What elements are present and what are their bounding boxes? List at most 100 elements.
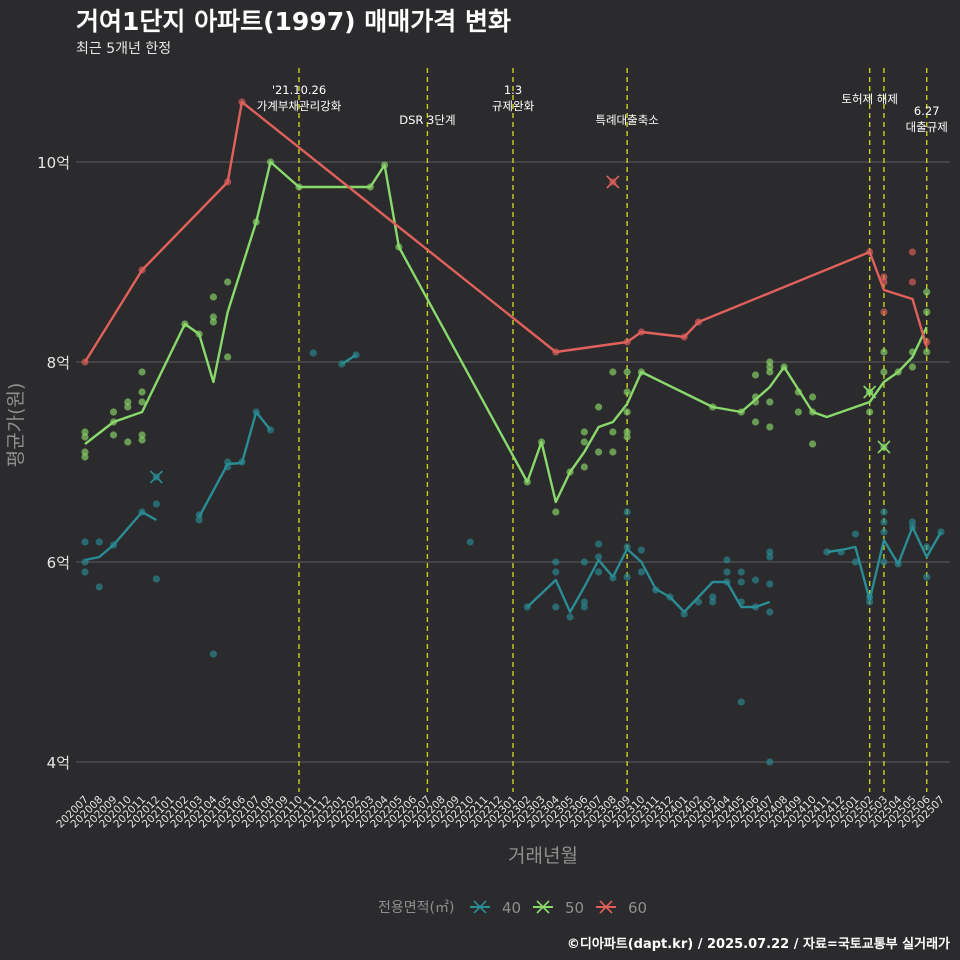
data-point-40	[923, 573, 931, 581]
cancelled-cross	[606, 175, 620, 189]
data-point-40	[637, 568, 646, 576]
data-point-50	[766, 398, 774, 406]
cancelled-cross	[877, 440, 891, 454]
y-tick-label: 6억	[47, 554, 70, 572]
data-point-60	[81, 358, 89, 366]
data-point-50	[609, 428, 617, 436]
data-point-50	[381, 161, 389, 169]
event-annotation: DSR 3단계	[399, 113, 455, 127]
data-point-60	[923, 338, 931, 346]
data-point-40	[923, 543, 931, 551]
chart-title: 거여1단지 아파트(1997) 매매가격 변화	[76, 7, 511, 36]
data-point-40	[723, 556, 731, 564]
data-point-40	[595, 568, 603, 576]
data-point-40	[894, 560, 902, 568]
data-point-40	[880, 528, 888, 536]
cancelled-marker-50	[877, 440, 891, 454]
event-annotation: 1.3	[504, 83, 522, 97]
data-point-50	[109, 418, 118, 426]
data-point-50	[124, 398, 132, 406]
data-point-50	[623, 388, 631, 396]
data-point-50	[252, 218, 260, 226]
data-point-40	[880, 558, 888, 566]
data-point-40	[908, 518, 917, 526]
data-point-50	[623, 433, 631, 441]
data-point-40	[595, 553, 603, 561]
cancelled-marker-60	[606, 175, 620, 189]
data-point-50	[552, 508, 560, 516]
data-point-40	[737, 598, 745, 606]
data-point-50	[138, 388, 146, 396]
data-point-40	[209, 650, 217, 658]
data-point-50	[124, 403, 132, 411]
data-point-50	[809, 393, 817, 401]
data-point-40	[751, 603, 760, 611]
data-point-50	[609, 368, 617, 376]
data-point-40	[580, 598, 588, 606]
data-point-40	[195, 516, 203, 524]
data-point-50	[81, 453, 89, 461]
data-point-40	[466, 538, 474, 546]
data-point-40	[623, 543, 631, 551]
data-point-40	[723, 568, 731, 576]
data-point-40	[766, 553, 774, 561]
data-point-50	[737, 408, 745, 416]
data-point-40	[152, 575, 160, 583]
data-point-40	[81, 538, 89, 546]
data-point-50	[138, 368, 146, 376]
data-point-40	[609, 574, 617, 582]
data-point-50	[224, 278, 232, 286]
data-point-50	[395, 243, 403, 251]
data-point-40	[95, 583, 103, 591]
data-point-40	[880, 508, 888, 516]
event-annotation: 가계부채관리강화	[257, 99, 342, 113]
data-point-50	[766, 358, 774, 366]
data-point-50	[209, 313, 217, 321]
legend-title: 전용면적(㎡)	[378, 900, 454, 916]
data-point-40	[766, 608, 774, 616]
data-point-40	[623, 508, 631, 516]
data-point-40	[751, 576, 760, 584]
data-point-40	[195, 511, 203, 519]
data-point-40	[152, 500, 160, 508]
data-point-40	[880, 518, 888, 526]
data-point-60	[224, 178, 232, 186]
y-axis-title: 평균가(원)	[5, 383, 27, 468]
data-point-50	[195, 330, 203, 338]
data-point-50	[537, 438, 546, 446]
data-point-50	[523, 478, 531, 486]
data-point-40	[623, 573, 631, 581]
data-point-50	[138, 431, 146, 439]
event-annotation: 특례대출축소	[595, 113, 658, 127]
data-point-50	[209, 318, 217, 326]
data-point-50	[766, 423, 774, 431]
data-point-40	[766, 758, 774, 766]
x-axis-title: 거래년월	[508, 845, 578, 867]
data-point-40	[580, 603, 588, 611]
data-point-50	[623, 428, 631, 436]
data-point-50	[794, 408, 802, 416]
data-point-50	[766, 363, 774, 371]
data-point-60	[908, 248, 917, 256]
data-point-40	[224, 458, 232, 466]
data-point-40	[723, 578, 731, 586]
data-point-40	[694, 598, 703, 606]
data-point-40	[552, 568, 560, 576]
event-annotation: '21.10.26	[272, 83, 326, 97]
data-point-50	[809, 408, 817, 416]
data-point-40	[866, 593, 874, 601]
data-point-50	[880, 348, 888, 356]
cancelled-cross	[149, 470, 163, 484]
data-point-40	[595, 540, 603, 548]
data-point-50	[623, 408, 631, 416]
data-point-50	[751, 418, 760, 426]
data-point-50	[623, 368, 631, 376]
event-annotation: 토허제 해제	[841, 92, 898, 106]
data-point-40	[138, 508, 146, 516]
legend-label: 40	[502, 899, 521, 917]
data-point-40	[81, 568, 89, 576]
data-point-50	[908, 348, 917, 356]
data-point-40	[252, 408, 260, 416]
data-point-50	[751, 398, 760, 406]
